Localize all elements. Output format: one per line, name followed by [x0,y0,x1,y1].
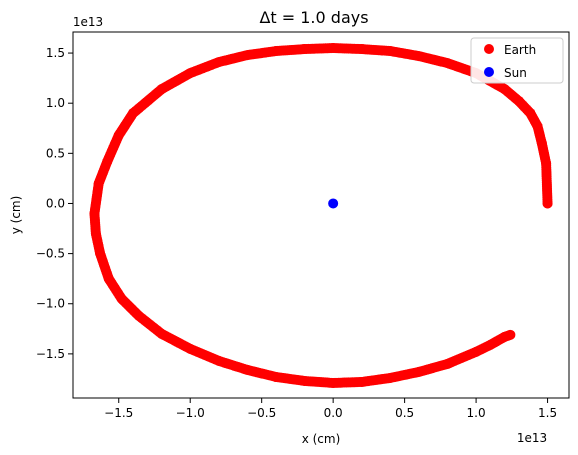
earth-point [385,46,396,57]
earth-point [471,346,482,357]
earth-point [113,130,124,141]
x-tick-label: 0.5 [395,406,414,420]
series-sun [328,198,339,209]
earth-point [499,84,510,95]
earth-point [156,84,167,95]
earth-point [95,248,106,259]
y-tick-label: −0.5 [36,247,65,261]
earth-point [90,228,101,239]
earth-point [525,108,536,119]
earth-point [270,371,281,382]
earth-point [541,158,552,169]
chart-title: Δt = 1.0 days [259,8,368,27]
earth-point [103,273,114,284]
earth-point [185,68,196,79]
y-tick-label: −1.5 [36,347,65,361]
legend: Earth Sun [470,37,564,84]
earth-point [413,51,424,62]
x-tick-label: −1.0 [176,406,205,420]
series-earth [89,43,553,388]
legend-earth-label: Earth [504,43,536,57]
y-axis-offset-label: 1e13 [73,15,103,29]
earth-point [442,358,453,369]
y-tick-label: 1.0 [46,96,65,110]
legend-earth-marker [484,44,494,54]
earth-point [89,208,100,219]
legend-sun-marker [484,67,494,77]
y-tick-label: 0.5 [46,146,65,160]
plot-frame [72,31,570,399]
y-axis-label: y (cm) [9,196,23,235]
y-axis-ticks: −1.5 −1.0 −0.5 0.0 0.5 1.0 1.5 [36,46,73,361]
x-tick-label: −1.5 [104,406,133,420]
earth-point [156,328,167,339]
earth-point [328,377,339,388]
earth-point [133,310,144,321]
x-tick-label: 0.0 [324,406,343,420]
earth-point [513,96,524,107]
earth-point [505,329,516,340]
earth-point [532,121,543,132]
legend-sun-label: Sun [504,66,527,80]
earth-point [485,339,496,350]
earth-point [385,372,396,383]
earth-point [356,376,367,387]
x-axis-ticks: −1.5 −1.0 −0.5 0.0 0.5 1.0 1.5 [104,398,557,420]
earth-point [213,57,224,68]
y-tick-label: 1.5 [46,46,65,60]
earth-point [93,178,104,189]
x-axis-offset-label: 1e13 [517,431,547,445]
earth-point [299,375,310,386]
earth-point [328,43,339,54]
earth-point [356,44,367,55]
sun-point [328,198,339,209]
earth-point [536,138,547,149]
earth-point [413,366,424,377]
x-tick-label: 1.5 [538,406,557,420]
earth-point [542,198,553,209]
x-axis-label: x (cm) [302,432,341,446]
earth-point [242,50,253,61]
y-tick-label: −1.0 [36,297,65,311]
earth-point [213,355,224,366]
x-tick-label: 1.0 [467,406,486,420]
earth-point [102,156,113,167]
earth-point [185,343,196,354]
y-tick-label: 0.0 [46,196,65,210]
earth-point [128,108,139,119]
legend-box [470,37,564,84]
x-tick-label: −0.5 [247,406,276,420]
earth-point [270,46,281,57]
earth-point [299,44,310,55]
earth-point [116,293,127,304]
earth-point [242,364,253,375]
earth-point [442,58,453,69]
